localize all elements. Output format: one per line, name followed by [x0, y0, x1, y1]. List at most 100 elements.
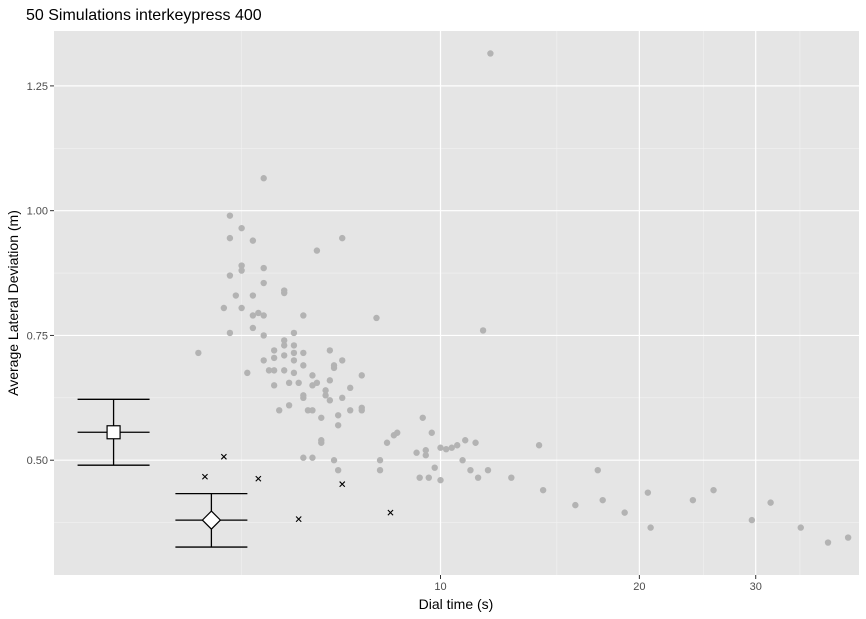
- simulation-point: [249, 324, 257, 332]
- simulation-point: [232, 292, 240, 299]
- simulation-point: [281, 289, 288, 297]
- human-point: [387, 509, 394, 516]
- simulation-point: [448, 444, 455, 451]
- simulation-point: [260, 357, 267, 364]
- simulation-point: [508, 474, 515, 481]
- chart-title: 50 Simulations interkeypress 400: [26, 7, 262, 24]
- simulation-point: [474, 474, 482, 481]
- simulation-point: [322, 392, 329, 399]
- y-tick-label: 0.75: [27, 330, 48, 342]
- simulation-point: [285, 379, 293, 387]
- simulation-point: [326, 377, 334, 384]
- simulation-point: [244, 369, 251, 377]
- simulation-point: [383, 439, 391, 446]
- simulation-point: [260, 264, 267, 272]
- simulation-point: [334, 466, 342, 474]
- human-point: [255, 475, 262, 482]
- simulation-point: [459, 457, 466, 464]
- simulation-point: [467, 466, 474, 474]
- simulation-point: [313, 379, 321, 387]
- simulation-point: [422, 452, 429, 459]
- simulation-point: [290, 357, 298, 364]
- simulation-point: [334, 412, 342, 419]
- simulation-point: [347, 384, 354, 392]
- simulation-point: [304, 407, 312, 414]
- simulation-point: [300, 312, 307, 319]
- simulation-point: [689, 496, 697, 504]
- simulation-point: [419, 414, 426, 421]
- simulation-point: [428, 429, 435, 436]
- simulation-point: [281, 342, 288, 349]
- simulation-point: [249, 312, 257, 319]
- simulation-point: [479, 327, 487, 334]
- simulation-point: [290, 329, 298, 337]
- simulation-point: [844, 534, 852, 541]
- simulation-point: [300, 392, 307, 399]
- simulation-point: [539, 486, 547, 494]
- grid-lines: [54, 31, 859, 575]
- simulation-point: [487, 50, 494, 57]
- simulation-point: [270, 382, 278, 389]
- x-axis-title: Dial time (s): [419, 596, 494, 612]
- simulation-point: [594, 466, 601, 474]
- simulation-point: [309, 372, 316, 379]
- human-point: [295, 516, 302, 523]
- simulation-point: [326, 397, 334, 404]
- simulation-point: [255, 309, 262, 317]
- simulation-point: [462, 437, 469, 444]
- simulation-point: [260, 175, 267, 182]
- simulation-point: [309, 454, 316, 461]
- simulation-point: [281, 367, 288, 374]
- simulation-point: [373, 314, 380, 322]
- simulation-point: [376, 466, 384, 474]
- simulation-point: [442, 446, 450, 453]
- y-tick-label: 0.50: [27, 455, 48, 467]
- simulation-point: [437, 476, 444, 484]
- human-point: [220, 453, 227, 460]
- human-points: [201, 453, 394, 523]
- simulation-point: [238, 262, 245, 269]
- cross-stroke: [255, 475, 262, 482]
- simulation-point: [318, 414, 325, 421]
- simulation-point: [226, 272, 234, 279]
- simulation-point: [290, 349, 298, 357]
- cross-stroke: [201, 473, 208, 480]
- summary-diamond: [175, 492, 248, 548]
- simulation-point: [285, 402, 293, 409]
- cross-stroke: [295, 516, 302, 523]
- simulation-point: [281, 337, 288, 344]
- simulation-point: [300, 362, 307, 369]
- simulation-point: [644, 489, 652, 496]
- simulation-point: [748, 516, 756, 524]
- simulation-point: [431, 464, 438, 471]
- simulation-point: [318, 439, 325, 446]
- simulation-point: [358, 404, 365, 412]
- simulation-point: [281, 352, 288, 359]
- simulation-point: [334, 422, 342, 429]
- simulation-point: [313, 247, 321, 254]
- simulation-point: [326, 347, 334, 354]
- simulation-point: [824, 539, 832, 546]
- summary-markers: [77, 398, 248, 548]
- x-tick-label: 10: [434, 581, 446, 593]
- human-point: [339, 481, 346, 488]
- y-axis: 0.50 0.75 1.00 1.25: [27, 81, 54, 467]
- y-tick-label: 1.25: [27, 81, 48, 93]
- simulation-point: [437, 444, 444, 451]
- simulation-points: [195, 50, 852, 546]
- simulation-point: [454, 442, 461, 449]
- simulation-point: [599, 496, 606, 504]
- simulation-point: [249, 237, 257, 244]
- simulation-point: [265, 367, 273, 374]
- simulation-point: [416, 474, 423, 481]
- simulation-point: [226, 234, 234, 242]
- simulation-point: [425, 474, 432, 481]
- simulation-point: [290, 342, 298, 349]
- y-axis-title: Average Lateral Deviation (m): [5, 210, 21, 396]
- summary-square: [77, 398, 150, 466]
- y-tick-label: 1.00: [27, 206, 48, 218]
- simulation-point: [260, 312, 267, 319]
- simulation-point: [300, 454, 307, 461]
- simulation-point: [330, 457, 338, 464]
